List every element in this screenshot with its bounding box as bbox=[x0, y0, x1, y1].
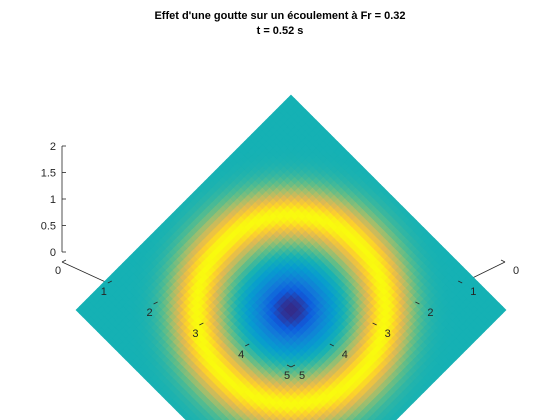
y-tick-2 bbox=[415, 301, 420, 305]
surface-cell bbox=[197, 413, 206, 420]
z-tick-label-0: 0 bbox=[50, 247, 56, 259]
surface-cell bbox=[369, 413, 378, 420]
surface-cell bbox=[383, 413, 392, 420]
x-tick-3 bbox=[199, 322, 204, 326]
surface-cell bbox=[297, 413, 306, 420]
surface-cell bbox=[226, 413, 235, 420]
x-tick-label-1: 1 bbox=[101, 286, 107, 298]
chart-subtitle: t = 0.52 s bbox=[256, 25, 304, 37]
surface-cell bbox=[355, 413, 364, 420]
surface-cell bbox=[204, 413, 213, 420]
z-tick-label-2: 1 bbox=[50, 194, 56, 206]
x-tick-label-3: 3 bbox=[192, 328, 198, 340]
surface-cell bbox=[304, 413, 313, 420]
z-tick-label-1: 0.5 bbox=[41, 221, 56, 233]
surface-cell bbox=[319, 413, 328, 420]
y-tick-label-0: 0 bbox=[513, 265, 519, 277]
tick-layer: 0 1 2 3 4 5 0 1 2 3 4 5 0 0.5 1 1.5 2 bbox=[41, 141, 519, 382]
surface-layer bbox=[75, 94, 507, 420]
surface-cell bbox=[218, 413, 227, 420]
y-tick-label-4: 4 bbox=[342, 349, 348, 361]
surface-cell bbox=[247, 413, 256, 420]
surface-cell bbox=[240, 413, 249, 420]
y-tick-4 bbox=[329, 343, 334, 347]
y-tick-3 bbox=[372, 322, 377, 326]
z-tick-label-4: 2 bbox=[50, 141, 56, 153]
y-tick-5 bbox=[286, 364, 292, 368]
surface-cell bbox=[333, 413, 342, 420]
surface-cell bbox=[183, 413, 192, 420]
x-tick-label-5: 5 bbox=[284, 370, 290, 382]
x-tick-label-0: 0 bbox=[55, 265, 61, 277]
surface-cell bbox=[390, 413, 399, 420]
surface-cell bbox=[276, 413, 285, 420]
surface-cell bbox=[376, 413, 385, 420]
x-tick-4 bbox=[245, 343, 250, 347]
y-tick-label-2: 2 bbox=[427, 307, 433, 319]
surface-cell bbox=[362, 413, 371, 420]
surface-cell bbox=[290, 413, 299, 420]
y-tick-label-3: 3 bbox=[385, 328, 391, 340]
z-tick-label-3: 1.5 bbox=[41, 168, 56, 180]
x-tick-1 bbox=[107, 280, 112, 284]
surface-cell bbox=[269, 413, 278, 420]
surface-cell bbox=[312, 413, 321, 420]
surface-cell bbox=[190, 413, 199, 420]
x-tick-5 bbox=[290, 364, 296, 368]
x-tick-label-4: 4 bbox=[238, 349, 244, 361]
surface-cell bbox=[261, 413, 270, 420]
x-tick-label-2: 2 bbox=[147, 307, 153, 319]
y-tick-0 bbox=[500, 259, 506, 263]
surface-cell bbox=[326, 413, 335, 420]
y-tick-label-1: 1 bbox=[470, 286, 476, 298]
x-tick-2 bbox=[153, 301, 158, 305]
x-tick-0 bbox=[61, 259, 67, 263]
surface-cell bbox=[233, 413, 242, 420]
chart-title: Effet d'une goutte sur un écoulement à F… bbox=[154, 10, 406, 22]
surface-cell bbox=[211, 413, 220, 420]
surface-cell bbox=[347, 413, 356, 420]
surface-cell bbox=[283, 413, 292, 420]
y-tick-label-5: 5 bbox=[299, 370, 305, 382]
surface-cell bbox=[340, 413, 349, 420]
surface-cell bbox=[254, 413, 263, 420]
y-tick-1 bbox=[458, 280, 463, 284]
